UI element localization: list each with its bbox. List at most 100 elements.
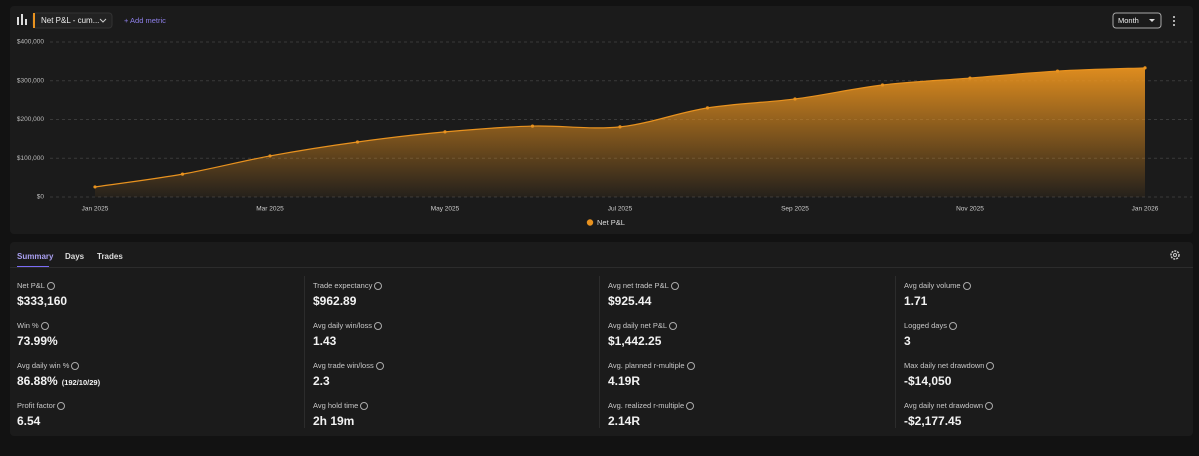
period-select[interactable] [1112,12,1162,29]
info-icon[interactable] [948,321,957,330]
stat-value: 4.19R [608,374,641,388]
stat-label: Net P&L [17,281,45,290]
dropdown-icon [99,18,107,23]
stat-label: Avg. planned r-multiple [608,361,685,370]
x-tick-label: May 2025 [431,206,460,213]
point [618,125,622,129]
info-icon[interactable] [374,321,383,330]
stat-label-row: Avg net trade P&L [608,281,888,290]
point [443,130,447,134]
stat-value-row: $1,442.25 [608,334,888,348]
y-tick-label: $400,000 [17,39,44,46]
point [268,154,272,158]
settings-icon[interactable] [1169,249,1181,261]
column-divider [599,276,600,428]
stat-value-row: 4.19R [608,374,888,388]
stat-value: 1.71 [904,294,928,308]
stat-value: $1,442.25 [608,334,662,348]
stat: Max daily net drawdown -$14,050 [904,361,1184,388]
stat: Win % 73.99% [17,321,297,348]
y-tick-label: $0 [37,194,45,201]
summary-panel [10,242,1193,436]
stat-value: $333,160 [17,294,68,308]
stat-label: Win % [17,321,39,330]
stat-value: 73.99% [17,334,58,348]
tab[interactable]: Summary [17,252,54,261]
add-metric[interactable]: + Add metric [124,16,166,25]
stat-value-row: -$14,050 [904,374,1184,388]
stat-label-row: Avg daily net P&L [608,321,888,330]
dropdown-icon [1149,19,1155,22]
x-tick-label: Jul 2025 [608,206,633,213]
legend-label: Net P&L [597,218,625,227]
info-icon[interactable] [57,401,66,410]
stat-value-row: 73.99% [17,334,297,348]
stat: Avg hold time 2h 19m [313,401,593,428]
stat: Avg daily net P&L $1,442.25 [608,321,888,348]
stat-value: $962.89 [313,294,357,308]
area-fill [95,67,1145,197]
stat-label-row: Avg. realized r-multiple [608,401,888,410]
stat-value-row: 2.14R [608,414,888,428]
stat-value: -$14,050 [904,374,952,388]
y-tick-label: $300,000 [17,77,44,84]
period-label: Month [1118,16,1139,25]
stat-label: Avg hold time [313,401,359,410]
stat-value-row: 3 [904,334,1184,348]
more-menu[interactable] [1173,16,1175,26]
point [93,185,97,189]
stat-label-row: Avg daily win/loss [313,321,593,330]
legend-swatch [586,219,594,226]
point [968,76,972,80]
x-tick-label: Jan 2025 [82,206,109,213]
stat: Avg trade win/loss 2.3 [313,361,593,388]
point [705,106,710,110]
stat-label: Avg daily win % [17,361,70,370]
point [793,97,797,101]
metric-label: Net P&L - cum... [41,16,99,25]
info-icon[interactable] [986,361,995,370]
column-divider [895,276,896,428]
stat-value: 2.14R [608,414,641,428]
stat-label-row: Avg. planned r-multiple [608,361,888,370]
tab[interactable]: Trades [97,252,123,261]
info-icon[interactable] [985,401,994,410]
stat-label-row: Trade expectancy [313,281,593,290]
stat-label: Logged days [904,321,947,330]
tab[interactable]: Days [65,252,85,261]
info-icon[interactable] [360,401,369,410]
info-icon[interactable] [669,321,678,330]
info-icon[interactable] [375,361,384,370]
stat-value-row: 1.43 [313,334,593,348]
info-icon[interactable] [686,361,695,370]
info-icon[interactable] [46,281,55,290]
stat-label: Avg net trade P&L [608,281,669,290]
stat-value-row: 2.3 [313,374,593,388]
chart-type-icon[interactable] [17,14,27,25]
stat: Trade expectancy $962.89 [313,281,593,308]
stat-label-row: Avg daily volume [904,281,1184,290]
point [355,140,360,144]
info-icon[interactable] [374,281,383,290]
stat-label: Avg trade win/loss [313,361,374,370]
x-tick-label: Jan 2026 [1132,206,1159,213]
stat-value-row: $962.89 [313,294,593,308]
info-icon[interactable] [962,281,971,290]
info-icon[interactable] [71,361,80,370]
point [530,124,535,128]
point [180,172,185,176]
info-icon[interactable] [40,321,49,330]
tab-underline [17,266,49,267]
stat-label-row: Profit factor [17,401,297,410]
stat-value-row: 86.88% (192/10/29) [17,374,297,388]
info-icon[interactable] [686,401,695,410]
stat-label-row: Avg daily win % [17,361,297,370]
stat-value-row: $333,160 [17,294,297,308]
stat-label: Avg. realized r-multiple [608,401,685,410]
stat-value: 1.43 [313,334,337,348]
stat: Net P&L $333,160 [17,281,297,308]
stat-label: Avg daily volume [904,281,961,290]
stat-value: $925.44 [608,294,652,308]
info-icon[interactable] [670,281,679,290]
